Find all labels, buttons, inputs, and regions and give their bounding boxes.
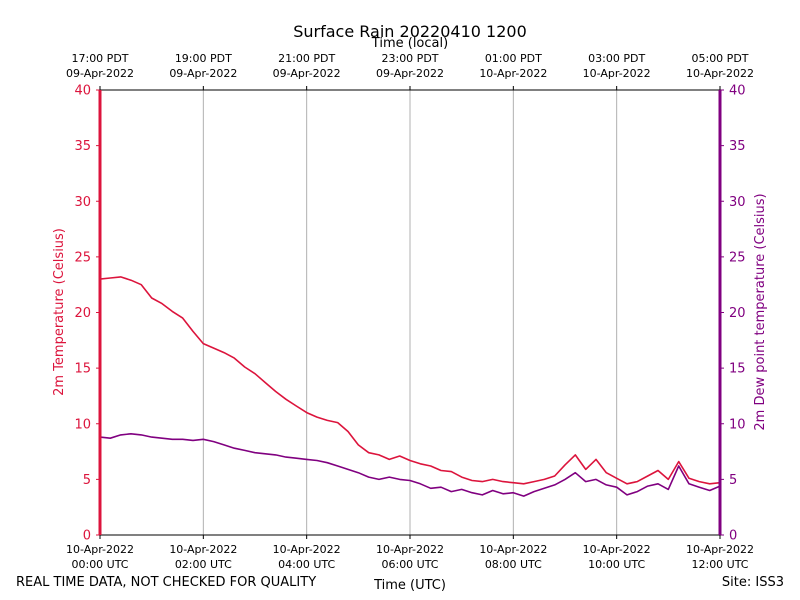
x-tick-date-bottom: 10-Apr-2022: [376, 543, 444, 556]
x-tick-date-top: 10-Apr-2022: [479, 67, 547, 80]
top-axis-title: Time (local): [371, 36, 448, 51]
x-tick-time-bottom: 04:00 UTC: [278, 558, 335, 571]
x-tick-time-bottom: 10:00 UTC: [588, 558, 645, 571]
x-axis-label: Time (UTC): [373, 578, 446, 593]
x-tick-date-top: 09-Apr-2022: [66, 67, 134, 80]
y-tick-label-left: 10: [74, 417, 91, 432]
site-label: Site: ISS3: [721, 575, 784, 590]
x-tick-date-top: 10-Apr-2022: [686, 67, 754, 80]
y-tick-label-right: 35: [729, 139, 746, 154]
x-tick-time-top: 23:00 PDT: [381, 52, 438, 65]
x-tick-date-bottom: 10-Apr-2022: [66, 543, 134, 556]
y-tick-label-left: 25: [74, 250, 91, 265]
series-layer: [99, 276, 721, 497]
y-tick-label-left: 5: [83, 473, 91, 488]
y-tick-label-right: 15: [729, 362, 746, 377]
x-tick-date-bottom: 10-Apr-2022: [273, 543, 341, 556]
y-tick-label-left: 30: [74, 195, 91, 210]
x-tick-time-top: 17:00 PDT: [71, 52, 128, 65]
top-axis-ticks: 17:00 PDT 09-Apr-2022 19:00 PDT 09-Apr-2022…: [66, 52, 754, 90]
dewpoint-series-line: [99, 432, 721, 497]
temperature-series-line: [99, 276, 721, 485]
y-tick-label-right: 0: [729, 529, 737, 544]
y-tick-label-right: 25: [729, 250, 746, 265]
y-tick-label-left: 0: [83, 529, 91, 544]
x-tick-time-bottom: 06:00 UTC: [381, 558, 438, 571]
x-tick-date-bottom: 10-Apr-2022: [583, 543, 651, 556]
left-axis-ticks: 0 5 10 15 20 25 30 35 40: [74, 84, 100, 544]
y-tick-label-right: 5: [729, 473, 737, 488]
y-tick-label-left: 40: [74, 84, 91, 99]
grid-lines: [202, 90, 618, 535]
x-tick-date-top: 09-Apr-2022: [169, 67, 237, 80]
x-tick-time-bottom: 08:00 UTC: [485, 558, 542, 571]
y-axis-label-right: 2m Dew point temperature (Celsius): [753, 193, 768, 430]
chart-title: Surface Rain 20220410 1200: [293, 22, 527, 41]
y-tick-label-right: 40: [729, 84, 746, 99]
x-tick-time-bottom: 02:00 UTC: [175, 558, 232, 571]
data-quality-notice: REAL TIME DATA, NOT CHECKED FOR QUALITY: [16, 575, 317, 590]
x-tick-date-bottom: 10-Apr-2022: [479, 543, 547, 556]
y-tick-label-left: 20: [74, 306, 91, 321]
x-tick-time-bottom: 00:00 UTC: [71, 558, 128, 571]
x-tick-date-top: 09-Apr-2022: [376, 67, 444, 80]
x-tick-time-bottom: 12:00 UTC: [691, 558, 748, 571]
y-tick-label-right: 10: [729, 417, 746, 432]
y-tick-label-left: 15: [74, 362, 91, 377]
y-axis-label-left: 2m Temperature (Celsius): [52, 228, 67, 396]
y-tick-label-right: 30: [729, 195, 746, 210]
bottom-axis-ticks: 10-Apr-2022 00:00 UTC 10-Apr-2022 02:00 UTC…: [66, 535, 754, 571]
y-tick-label-left: 35: [74, 139, 91, 154]
right-axis-ticks: 0 5 10 15 20 25 30 35 40: [720, 84, 746, 544]
x-tick-date-bottom: 10-Apr-2022: [169, 543, 237, 556]
x-tick-time-top: 05:00 PDT: [691, 52, 748, 65]
x-tick-time-top: 01:00 PDT: [485, 52, 542, 65]
x-tick-date-top: 10-Apr-2022: [583, 67, 651, 80]
x-tick-time-top: 03:00 PDT: [588, 52, 645, 65]
x-tick-date-bottom: 10-Apr-2022: [686, 543, 754, 556]
x-tick-date-top: 09-Apr-2022: [273, 67, 341, 80]
x-tick-time-top: 19:00 PDT: [175, 52, 232, 65]
y-tick-label-right: 20: [729, 306, 746, 321]
x-tick-time-top: 21:00 PDT: [278, 52, 335, 65]
